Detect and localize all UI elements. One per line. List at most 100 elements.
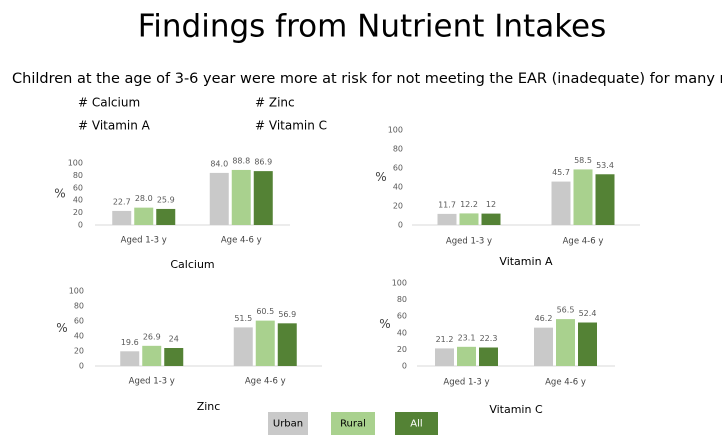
chart-title: Vitamin A xyxy=(499,255,553,268)
bar xyxy=(156,208,176,225)
x-tick-label: Age 4-6 y xyxy=(545,378,586,388)
data-label: 51.5 xyxy=(234,314,252,323)
y-tick-label: 40 xyxy=(73,196,83,205)
y-axis-label: % xyxy=(54,187,65,201)
data-label: 23.1 xyxy=(458,333,476,342)
bar xyxy=(231,169,251,225)
y-axis-label: % xyxy=(375,170,386,184)
x-tick-label: Aged 1-3 y xyxy=(443,378,489,388)
legend-swatch xyxy=(331,412,375,435)
y-tick-label: 80 xyxy=(74,302,84,311)
data-label: 28.0 xyxy=(135,194,153,203)
bar xyxy=(573,169,593,225)
legend-label: All xyxy=(410,419,422,430)
bar xyxy=(253,171,273,225)
bar xyxy=(481,213,501,225)
data-label: 24 xyxy=(169,335,179,344)
y-tick-label: 80 xyxy=(397,295,407,304)
y-axis-label: % xyxy=(56,321,67,335)
data-label: 26.9 xyxy=(143,332,161,341)
chart-title: Calcium xyxy=(170,258,214,271)
subtitle: Children at the age of 3-6 year were mor… xyxy=(12,71,722,87)
bar xyxy=(578,322,597,366)
x-tick-label: Aged 1-3 y xyxy=(446,237,492,247)
y-tick-label: 40 xyxy=(397,328,407,337)
data-label: 25.9 xyxy=(157,195,175,204)
bar xyxy=(479,347,498,366)
y-tick-label: 60 xyxy=(74,317,84,326)
bar xyxy=(255,320,275,366)
bar xyxy=(435,348,454,366)
legend-label: Urban xyxy=(273,419,303,430)
bullet: # Vitamin C xyxy=(255,119,327,133)
data-label: 21.2 xyxy=(436,335,454,344)
bar xyxy=(142,345,162,366)
chart-title: Vitamin C xyxy=(489,403,543,416)
x-tick-label: Age 4-6 y xyxy=(221,236,262,246)
y-tick-label: 0 xyxy=(78,221,83,230)
y-tick-label: 20 xyxy=(73,208,83,217)
y-tick-label: 100 xyxy=(392,279,407,288)
bullet: # Calcium xyxy=(78,96,140,110)
y-tick-label: 0 xyxy=(79,362,84,371)
bar xyxy=(233,327,253,366)
data-label: 58.5 xyxy=(574,156,592,165)
data-label: 84.0 xyxy=(210,159,228,168)
legend-swatch xyxy=(395,412,438,435)
data-label: 86.9 xyxy=(254,158,272,167)
bar xyxy=(556,319,575,366)
y-tick-label: 80 xyxy=(73,171,83,180)
y-tick-label: 0 xyxy=(398,221,403,230)
data-label: 11.7 xyxy=(438,200,456,209)
chart-title: Zinc xyxy=(197,400,221,413)
data-label: 60.5 xyxy=(256,307,274,316)
y-axis-label: % xyxy=(379,317,390,331)
data-label: 53.4 xyxy=(596,161,614,170)
data-label: 45.7 xyxy=(552,168,570,177)
y-tick-label: 20 xyxy=(397,345,407,354)
y-tick-label: 100 xyxy=(388,126,403,135)
data-label: 22.7 xyxy=(113,197,131,206)
y-tick-label: 20 xyxy=(74,347,84,356)
bar xyxy=(534,327,553,366)
legend-label: Rural xyxy=(340,419,366,430)
bar xyxy=(551,181,571,225)
bar xyxy=(277,323,297,366)
bar xyxy=(134,207,154,225)
bullet: # Vitamin A xyxy=(78,119,151,133)
bar xyxy=(459,213,479,225)
y-tick-label: 100 xyxy=(68,159,83,168)
y-tick-label: 40 xyxy=(74,332,84,341)
x-tick-label: Aged 1-3 y xyxy=(121,236,167,246)
y-tick-label: 80 xyxy=(393,145,403,154)
bar xyxy=(112,210,132,225)
data-label: 12.2 xyxy=(460,200,478,209)
y-tick-label: 60 xyxy=(397,312,407,321)
y-tick-label: 100 xyxy=(69,287,84,296)
bar xyxy=(437,213,457,225)
bar xyxy=(164,348,184,366)
x-tick-label: Age 4-6 y xyxy=(245,377,286,387)
y-tick-label: 0 xyxy=(402,362,407,371)
y-tick-label: 60 xyxy=(73,183,83,192)
bar xyxy=(595,174,615,225)
bullet: # Zinc xyxy=(255,96,295,110)
data-label: 88.8 xyxy=(232,156,250,165)
data-label: 56.9 xyxy=(278,310,296,319)
y-tick-label: 40 xyxy=(393,183,403,192)
x-tick-label: Aged 1-3 y xyxy=(129,377,175,387)
data-label: 19.6 xyxy=(121,338,139,347)
slide-title: Findings from Nutrient Intakes xyxy=(138,9,607,45)
data-label: 12 xyxy=(486,200,496,209)
y-tick-label: 20 xyxy=(393,202,403,211)
y-tick-label: 60 xyxy=(393,164,403,173)
data-label: 46.2 xyxy=(535,314,553,323)
x-tick-label: Age 4-6 y xyxy=(563,237,604,247)
bar xyxy=(120,351,140,366)
data-label: 52.4 xyxy=(579,309,597,318)
data-label: 56.5 xyxy=(557,306,575,315)
bar xyxy=(457,346,476,366)
legend-swatch xyxy=(268,412,308,435)
bar xyxy=(209,172,229,225)
